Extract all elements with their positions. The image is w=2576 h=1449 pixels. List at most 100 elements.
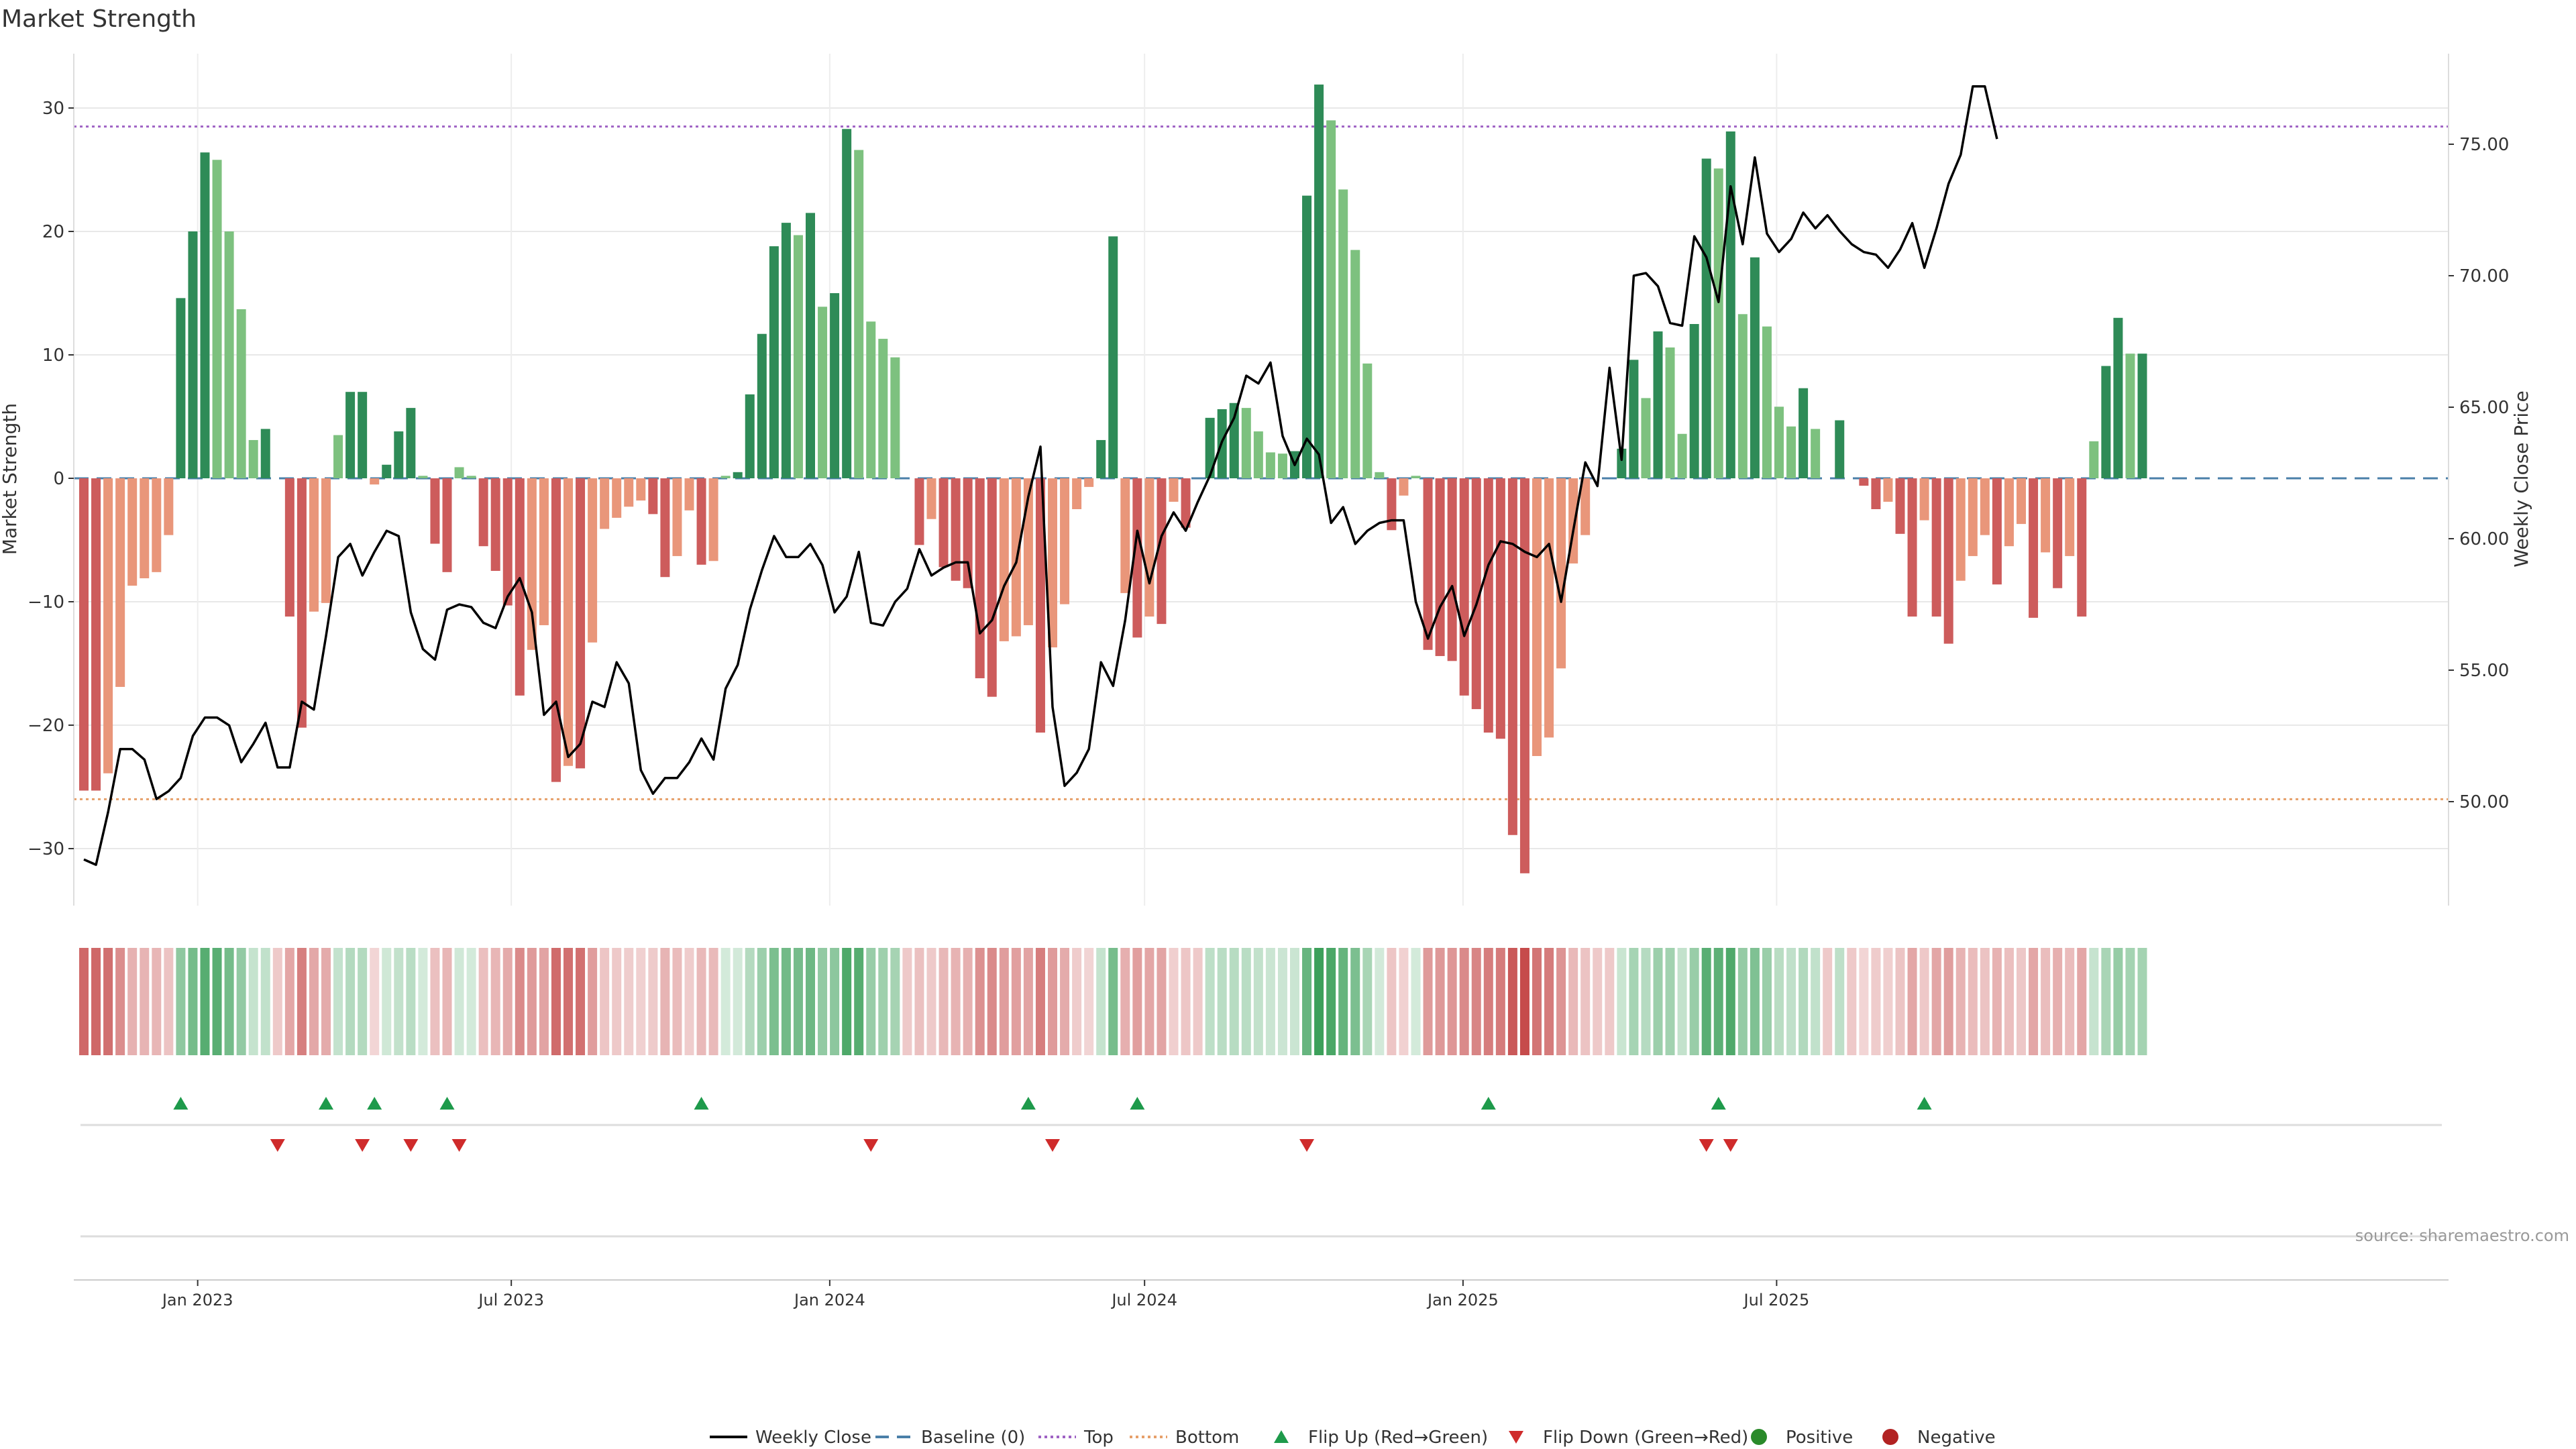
strength-bar: [914, 478, 924, 545]
strength-bar: [818, 307, 828, 478]
strength-bar: [1060, 478, 1070, 604]
strength-bar: [987, 478, 997, 697]
heatmap-cell: [442, 948, 452, 1055]
strength-bar: [1447, 478, 1457, 661]
heatmap-cell: [781, 948, 791, 1055]
heatmap-cell: [1241, 948, 1251, 1055]
heatmap-cell: [188, 948, 198, 1055]
heatmap-cell: [1907, 948, 1917, 1055]
heatmap-cell: [1435, 948, 1445, 1055]
flip-down-marker: [270, 1139, 285, 1152]
left-tick-label: 10: [42, 345, 64, 366]
strength-bar: [1350, 250, 1360, 478]
heatmap-cell: [866, 948, 876, 1055]
heatmap-cell: [902, 948, 912, 1055]
strength-bar: [1762, 326, 1772, 478]
strength-bar: [200, 152, 210, 479]
heatmap-cell: [1205, 948, 1215, 1055]
heatmap-cell: [672, 948, 682, 1055]
source-note: source: sharemaestro.com: [2355, 1226, 2569, 1245]
heatmap-cell: [1883, 948, 1893, 1055]
strength-bar: [1519, 478, 1529, 873]
heatmap-cell: [1701, 948, 1711, 1055]
strength-bar: [454, 467, 464, 478]
strength-bar: [1096, 439, 1106, 478]
strength-bar: [1919, 478, 1929, 521]
strength-bar: [2101, 366, 2111, 478]
strength-bar: [648, 478, 658, 515]
heatmap-cell: [1519, 948, 1529, 1055]
strength-bar: [684, 478, 694, 511]
strength-bar: [696, 478, 706, 565]
heatmap-cell: [1326, 948, 1336, 1055]
heatmap-cell: [1120, 948, 1130, 1055]
heatmap-cell: [612, 948, 622, 1055]
strength-bar: [382, 464, 392, 478]
flip-down-marker: [355, 1139, 370, 1152]
strength-bar: [963, 478, 973, 588]
heatmap-cell: [91, 948, 101, 1055]
strength-bar: [1968, 478, 1978, 556]
heatmap-cell: [1605, 948, 1615, 1055]
strength-bar: [406, 408, 416, 478]
strength-bar: [394, 431, 404, 478]
heatmap-cell: [1060, 948, 1070, 1055]
heatmap-cell: [1689, 948, 1699, 1055]
strength-bar: [769, 246, 779, 478]
flip-up-marker: [1711, 1097, 1726, 1110]
strength-bar: [830, 293, 840, 478]
strength-bar: [345, 392, 356, 478]
strength-bar: [478, 478, 488, 547]
flip-up-marker: [319, 1097, 333, 1110]
strength-bar: [660, 478, 670, 578]
heatmap-cell: [938, 948, 949, 1055]
heatmap-cell: [140, 948, 150, 1055]
x-tick-label: Jul 2024: [1110, 1291, 1177, 1309]
heatmap-cell: [745, 948, 755, 1055]
strength-bar: [600, 478, 610, 529]
weekly-close-line-layer: [83, 85, 1998, 866]
heatmap-cell: [1229, 948, 1239, 1055]
strength-bar: [309, 478, 319, 612]
heatmap-cell: [1980, 948, 1990, 1055]
strength-bar: [1314, 85, 1324, 479]
heatmap-cell: [127, 948, 138, 1055]
heatmap-cell: [1181, 948, 1191, 1055]
heatmap-cell: [878, 948, 888, 1055]
strength-bar: [539, 478, 549, 625]
strength-bar: [1072, 478, 1082, 509]
flip-down-marker: [1045, 1139, 1060, 1152]
legend-item: Weekly Close: [710, 1428, 871, 1448]
heatmap-cell: [2125, 948, 2135, 1055]
strength-bar: [757, 333, 767, 478]
heatmap-cell: [1072, 948, 1082, 1055]
heatmap-cell: [1895, 948, 1905, 1055]
strength-bar: [1108, 236, 1118, 478]
heatmap-cell: [1580, 948, 1591, 1055]
heatmap-cell: [1774, 948, 1784, 1055]
strength-bar: [2041, 478, 2051, 553]
heatmap-cell: [1593, 948, 1603, 1055]
heatmap-cell: [684, 948, 694, 1055]
strength-bar: [248, 439, 258, 478]
strength-bar: [1532, 478, 1542, 756]
heatmap-cell: [176, 948, 186, 1055]
x-tick-label: Jan 2025: [1426, 1291, 1499, 1309]
legend-swatch: [1882, 1429, 1898, 1445]
heatmap-cell: [79, 948, 89, 1055]
heatmap-cell: [297, 948, 307, 1055]
heatmap-cell: [1253, 948, 1263, 1055]
strength-bar: [527, 478, 537, 650]
strength-bar: [1253, 431, 1263, 478]
strength-bar: [1084, 478, 1094, 487]
heatmap-cell: [1617, 948, 1627, 1055]
heatmap-cell: [1786, 948, 1796, 1055]
strength-bar: [370, 478, 380, 485]
heatmap-cell: [2065, 948, 2075, 1055]
strength-bar: [1423, 478, 1433, 650]
strength-bar: [1144, 478, 1155, 617]
heatmap-cell: [164, 948, 174, 1055]
heatmap-cell: [1338, 948, 1348, 1055]
strength-bar: [2137, 354, 2147, 478]
heatmap-cell: [321, 948, 331, 1055]
